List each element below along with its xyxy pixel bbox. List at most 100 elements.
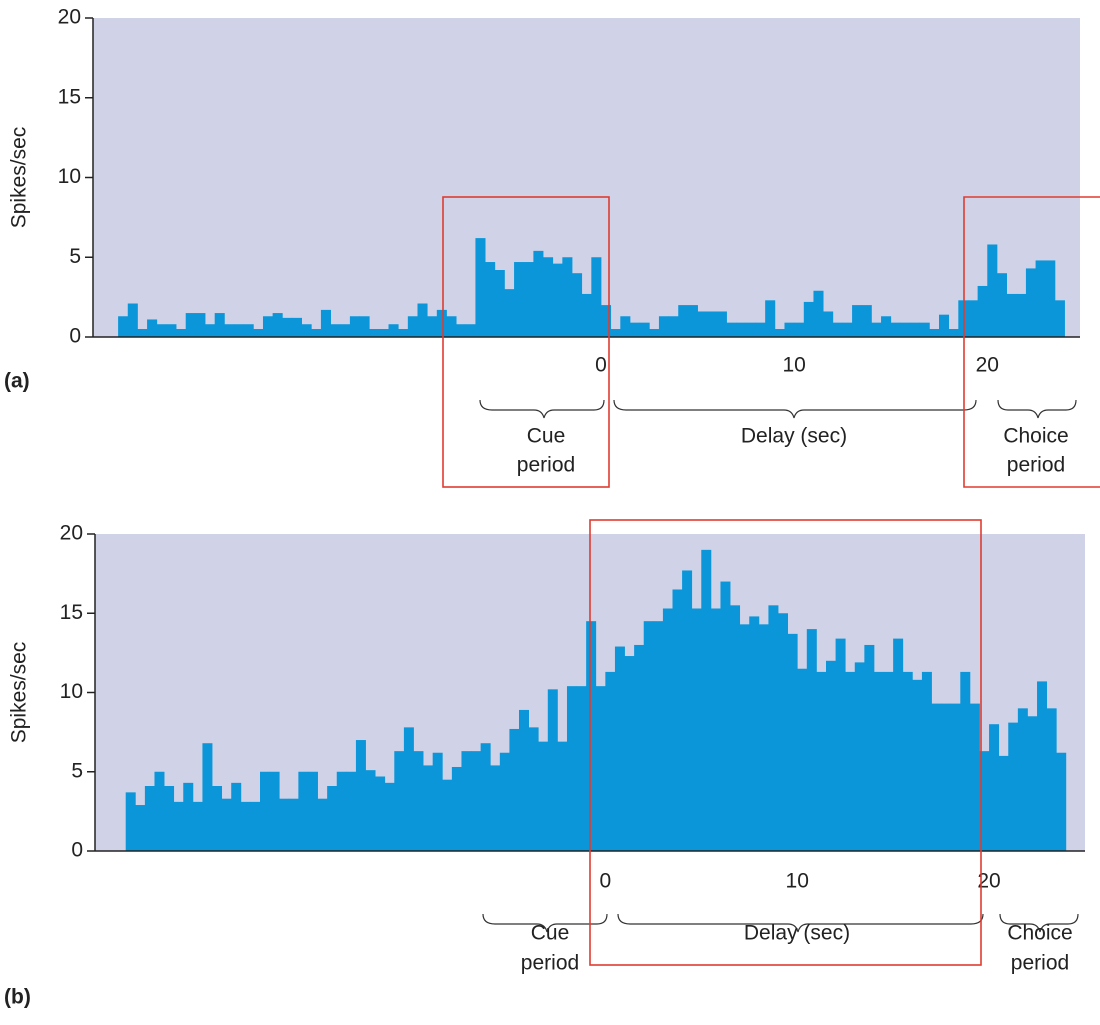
bar — [794, 322, 805, 337]
bar — [375, 776, 386, 851]
annotation: Delay (sec) — [741, 425, 847, 448]
bar — [317, 798, 328, 851]
bar — [730, 605, 741, 851]
bar — [547, 689, 558, 851]
bar — [1037, 681, 1048, 851]
bar — [432, 752, 443, 851]
brace — [613, 399, 977, 419]
bar — [774, 329, 785, 337]
bar — [1008, 722, 1019, 851]
annotation: Cue — [527, 425, 566, 448]
bar — [509, 728, 520, 851]
bar — [231, 782, 242, 851]
bar — [912, 679, 923, 851]
bar — [327, 786, 338, 851]
bar — [164, 786, 175, 851]
bar — [269, 771, 280, 851]
bar — [528, 727, 539, 851]
bar — [900, 322, 911, 337]
bar — [212, 786, 223, 851]
bar — [311, 329, 322, 337]
bar — [871, 322, 882, 337]
bar — [950, 703, 961, 851]
x-tick-label: 20 — [977, 870, 1000, 893]
bar — [1046, 708, 1057, 851]
bar — [456, 324, 467, 337]
y-tick-label: 10 — [60, 680, 83, 703]
bar — [893, 638, 904, 851]
bar — [835, 638, 846, 851]
bar — [262, 316, 274, 337]
bar — [832, 322, 843, 337]
bar — [921, 671, 932, 851]
bar — [490, 765, 501, 851]
y-tick-label: 10 — [58, 165, 81, 188]
bar — [173, 801, 184, 851]
bar — [634, 644, 645, 851]
bar — [861, 305, 872, 337]
bar — [446, 316, 457, 337]
bar — [890, 322, 901, 337]
bar — [214, 313, 225, 337]
y-tick-label: 5 — [71, 759, 83, 782]
bar — [678, 305, 689, 337]
bar — [384, 782, 395, 851]
bar — [538, 741, 549, 851]
bar — [919, 322, 930, 337]
bar — [320, 309, 331, 337]
bar — [610, 329, 621, 337]
bar — [720, 581, 731, 851]
bar — [881, 316, 892, 337]
bar — [1056, 752, 1067, 851]
bar — [948, 329, 959, 337]
bar — [253, 329, 264, 337]
bar — [279, 798, 290, 851]
bar — [475, 238, 486, 337]
annotation: Choice — [1003, 425, 1068, 448]
bar — [417, 303, 428, 337]
y-tick-label: 0 — [71, 839, 83, 862]
bar — [166, 324, 177, 337]
bar — [739, 624, 750, 851]
bar — [701, 549, 712, 851]
bar — [388, 324, 399, 337]
x-tick-label: 10 — [786, 870, 809, 893]
bar — [154, 771, 165, 851]
bar — [349, 316, 360, 337]
bar — [144, 786, 155, 851]
bar — [243, 324, 254, 337]
bar — [745, 322, 756, 337]
bar — [595, 686, 606, 851]
bar — [282, 317, 293, 337]
bar — [533, 250, 544, 337]
bar — [365, 770, 376, 851]
y-axis-label: Spikes/sec — [8, 127, 31, 229]
bar — [1016, 293, 1027, 337]
bar — [605, 671, 616, 851]
bar — [710, 608, 721, 851]
bar — [624, 656, 635, 851]
bar — [427, 316, 438, 337]
annotation: period — [1011, 952, 1069, 975]
bar — [576, 686, 587, 851]
bar — [649, 329, 660, 337]
bar — [969, 703, 980, 851]
bar — [407, 316, 418, 337]
highlight-box — [442, 196, 610, 488]
bar — [697, 311, 708, 337]
bar — [1017, 708, 1028, 851]
bar — [687, 305, 698, 337]
bar — [662, 608, 673, 851]
bar — [552, 263, 563, 337]
bar — [726, 322, 737, 337]
y-tick-label: 20 — [60, 522, 83, 545]
bar — [330, 324, 341, 337]
bar — [658, 316, 669, 337]
bar — [557, 741, 568, 851]
bar — [260, 771, 270, 851]
bar — [998, 755, 1009, 851]
bar — [931, 703, 942, 851]
bar — [572, 273, 583, 337]
bar — [221, 798, 232, 851]
